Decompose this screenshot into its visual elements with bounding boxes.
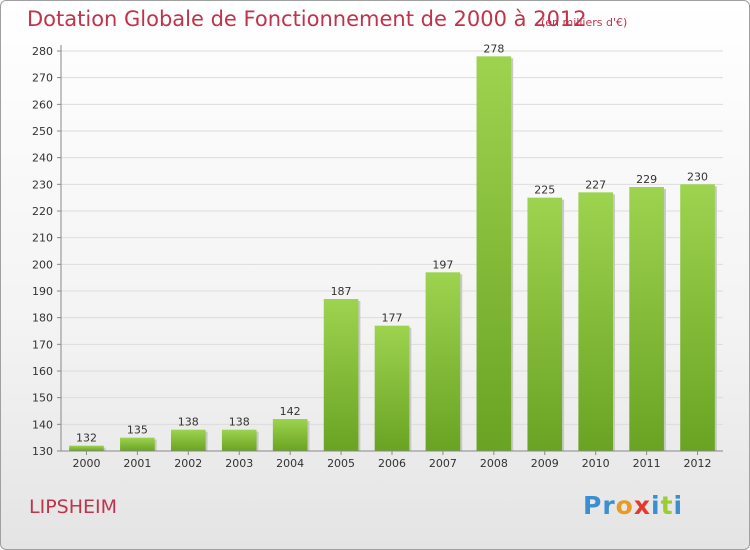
bar [221,429,257,451]
x-tick-label: 2009 [531,457,559,470]
x-tick-label: 2012 [684,457,712,470]
bar-value-label: 135 [127,424,148,437]
logo-letter: o [615,491,634,520]
x-tick-label: 2007 [429,457,457,470]
bar-value-label: 197 [432,258,453,271]
y-tick-label: 200 [32,258,53,271]
bar-value-label: 138 [229,416,250,429]
y-tick-label: 240 [32,152,53,165]
y-tick-label: 170 [32,338,53,351]
bar-value-label: 187 [331,285,352,298]
x-tick-label: 2010 [582,457,610,470]
x-tick-label: 2001 [123,457,151,470]
bar-value-label: 230 [687,170,708,183]
bar [374,325,410,451]
y-tick-label: 130 [32,445,53,458]
bar [323,299,359,451]
y-tick-label: 260 [32,98,53,111]
bar [578,192,614,452]
y-tick-label: 180 [32,312,53,325]
x-tick-label: 2005 [327,457,355,470]
bar [170,429,206,451]
x-tick-label: 2000 [72,457,100,470]
bar-value-label: 225 [534,184,555,197]
logo-letter: P [583,491,603,520]
bar [629,187,664,451]
chart-unit: (en milliers d'€) [541,16,628,29]
commune-name: LIPSHEIM [29,496,117,518]
y-tick-label: 150 [32,392,53,405]
bar [272,419,308,451]
proxiti-logo: Proxiti [583,491,683,520]
bar [425,272,461,451]
chart-title: Dotation Globale de Fonctionnement de 20… [27,7,587,31]
y-tick-label: 250 [32,125,53,138]
bar-value-label: 227 [585,178,606,191]
logo-letter: i [673,491,684,520]
y-tick-label: 230 [32,178,53,191]
bar [120,437,155,451]
y-tick-label: 280 [32,45,53,58]
bar [476,56,512,451]
y-tick-label: 220 [32,205,53,218]
x-tick-label: 2011 [633,457,661,470]
y-tick-label: 140 [32,418,53,431]
y-tick-label: 190 [32,285,53,298]
bar [527,197,563,451]
logo-letter: x [633,491,651,520]
logo-letter: i [651,491,661,520]
bar-value-label: 229 [636,173,657,186]
y-tick-label: 210 [32,232,53,245]
y-tick-label: 160 [32,365,53,378]
bar-value-label: 132 [76,432,97,445]
x-tick-label: 2006 [378,457,406,470]
logo-letter: r [602,491,616,520]
bar-value-label: 138 [178,416,199,429]
x-tick-label: 2003 [225,457,253,470]
bar [680,184,715,452]
bar-value-label: 177 [382,312,403,325]
x-tick-label: 2002 [174,457,202,470]
x-tick-label: 2008 [480,457,508,470]
logo-letter: t [660,491,674,520]
x-tick-label: 2004 [276,457,304,470]
y-tick-label: 270 [32,72,53,85]
bar [69,445,104,451]
bar-value-label: 142 [280,405,301,418]
bar-value-label: 278 [483,42,504,55]
